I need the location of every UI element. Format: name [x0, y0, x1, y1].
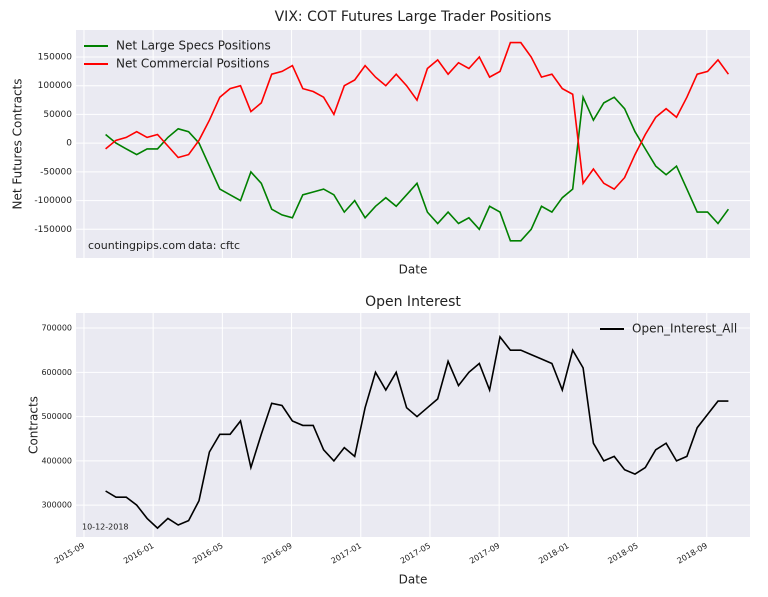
- y-axis-label: Contracts: [27, 396, 41, 454]
- series-line: [105, 335, 729, 530]
- x-tick-label: 2017-01: [330, 541, 363, 566]
- x-tick-label: 2018-05: [606, 541, 639, 566]
- x-tick-label: 2017-05: [399, 541, 432, 566]
- y-tick-label: 50000: [43, 110, 72, 120]
- x-tick-label: 2018-09: [676, 541, 709, 566]
- x-tick-label: 2016-01: [122, 541, 155, 566]
- legend-label: Net Commercial Positions: [116, 57, 269, 71]
- x-tick-label: 2018-01: [537, 541, 570, 566]
- y-tick-label: -100000: [34, 196, 72, 206]
- legend-label: Net Large Specs Positions: [116, 39, 271, 53]
- y-tick-label: 300000: [41, 501, 72, 510]
- subplot: VIX: COT Futures Large Trader Positions N…: [11, 9, 750, 277]
- y-tick-label: 600000: [41, 368, 72, 377]
- y-tick-label: 500000: [41, 412, 72, 421]
- series-line: [105, 94, 730, 242]
- x-tick-label: 2017-09: [468, 541, 501, 566]
- y-axis-label: Net Futures Contracts: [11, 78, 25, 209]
- x-axis-label: Date: [399, 263, 428, 277]
- annotation: data: cftc: [188, 239, 240, 252]
- y-tick-label: 100000: [38, 81, 73, 91]
- annotation: countingpips.com: [88, 239, 186, 252]
- chart-title: VIX: COT Futures Large Trader Positions: [275, 9, 552, 25]
- y-tick-label: 0: [66, 139, 72, 149]
- x-tick-label: 2016-09: [260, 541, 293, 566]
- y-tick-label: -50000: [40, 167, 72, 177]
- plot-area: [76, 313, 750, 537]
- annotation: 10-12-2018: [82, 523, 129, 532]
- legend-label: Open_Interest_All: [632, 322, 737, 336]
- x-tick-label: 2015-09: [53, 541, 86, 566]
- y-tick-label: 700000: [41, 324, 72, 333]
- x-axis-label: Date: [399, 573, 428, 587]
- x-tick-label: 2016-05: [191, 541, 224, 566]
- series-line: [105, 41, 730, 191]
- subplot: Open Interest Contracts Date 300000 400000 50…: [27, 294, 750, 587]
- y-tick-label: -150000: [34, 225, 72, 235]
- y-tick-label: 150000: [38, 52, 73, 62]
- y-tick-label: 400000: [41, 456, 72, 465]
- chart-title: Open Interest: [365, 294, 461, 310]
